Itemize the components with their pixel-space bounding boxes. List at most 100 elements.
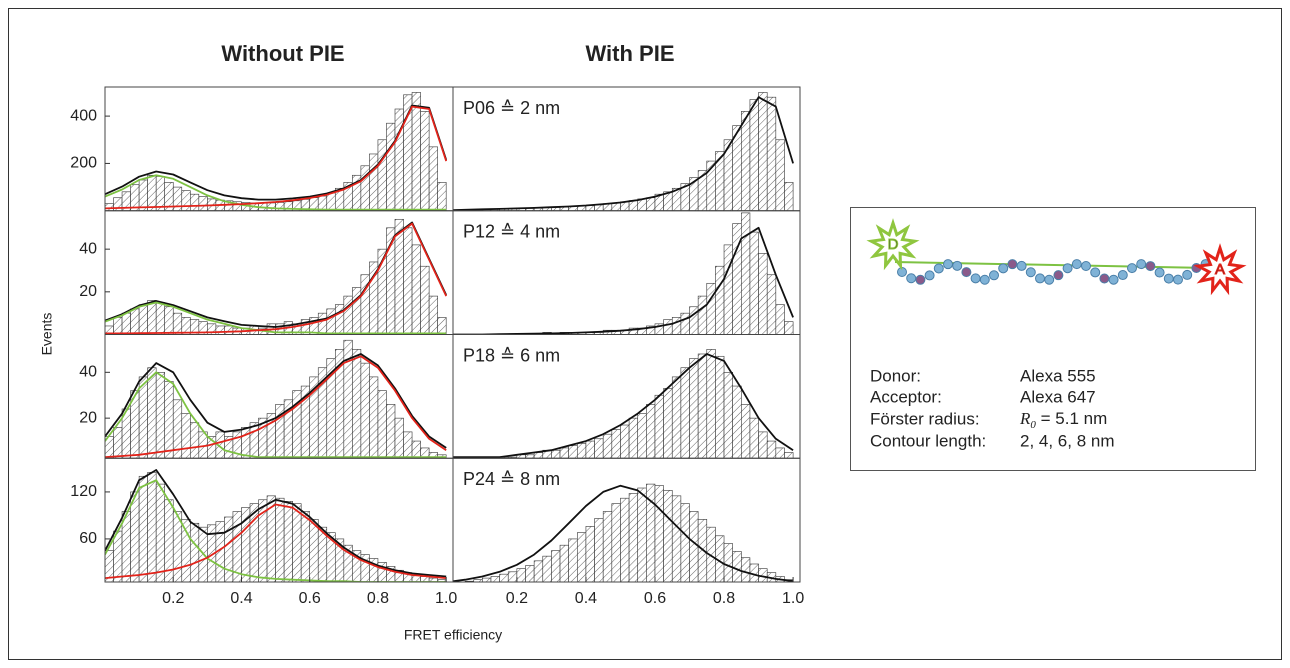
bar (130, 308, 140, 335)
bar (138, 304, 148, 335)
bar (611, 202, 621, 211)
fit-curve (105, 174, 447, 211)
bar (628, 493, 639, 582)
bar (602, 433, 613, 459)
bar (215, 325, 225, 335)
bar (369, 376, 379, 459)
legend-label: Donor: (870, 366, 921, 385)
histogram-panel (453, 92, 794, 211)
atom (952, 260, 963, 271)
bar (172, 312, 183, 335)
bar (715, 151, 725, 211)
atom (1081, 260, 1091, 271)
bar (533, 560, 544, 582)
bar (671, 376, 682, 459)
bar (266, 202, 276, 211)
x-tick-label: 0.6 (299, 590, 321, 607)
bar (507, 571, 518, 582)
legend-value: 2, 4, 6, 8 nm (1020, 431, 1115, 450)
bar (138, 179, 148, 211)
bar (706, 349, 716, 459)
bar (741, 557, 751, 582)
bar (317, 195, 328, 211)
bar (403, 94, 413, 211)
bar (758, 431, 768, 459)
legend-label: Acceptor: (870, 387, 942, 406)
x-tick-label: 0.8 (713, 590, 735, 607)
bar (680, 367, 690, 459)
bar (741, 212, 751, 335)
x-tick-label: 0.2 (162, 590, 184, 607)
bar (403, 227, 413, 335)
bar (411, 244, 421, 335)
histogram-panel (453, 349, 794, 459)
acceptor-star (1193, 243, 1247, 296)
fit-curve (105, 371, 447, 459)
histogram-panel (105, 469, 447, 582)
bar (680, 312, 690, 335)
legend-value: Alexa 647 (1020, 387, 1096, 406)
atom (1173, 274, 1183, 285)
bar (352, 349, 362, 459)
bar (723, 543, 733, 582)
bar (499, 573, 509, 582)
bar (646, 197, 656, 211)
bar (715, 355, 725, 459)
x-tick-label: 0.2 (506, 590, 528, 607)
atom (933, 263, 944, 274)
y-tick-label: 200 (70, 155, 97, 172)
bar (551, 449, 561, 459)
bar (482, 577, 492, 582)
bar (113, 530, 123, 582)
bar (620, 424, 630, 459)
bar (147, 174, 157, 211)
donor-star (866, 218, 920, 271)
bar (147, 367, 157, 459)
bar (663, 319, 673, 335)
bar (533, 452, 544, 459)
panel-frame (452, 457, 801, 583)
legend-frame (850, 207, 1256, 471)
bar (317, 312, 328, 335)
annotation: P24 ≙ 8 nm (463, 469, 560, 489)
bar (663, 490, 673, 582)
bar (585, 440, 595, 459)
histogram-panel (453, 483, 794, 582)
atom (1163, 273, 1174, 284)
bar (732, 385, 742, 459)
bar (377, 390, 387, 459)
bar (241, 427, 251, 459)
donor-mark: D (888, 236, 899, 253)
bar (138, 376, 148, 459)
bar (585, 526, 595, 582)
figure-border (8, 8, 1282, 660)
bar (249, 422, 259, 459)
bar (155, 176, 166, 211)
fit-curve (453, 96, 794, 211)
atom (924, 270, 935, 281)
fit-curve (105, 479, 447, 582)
bar (198, 196, 208, 211)
bar (654, 485, 664, 582)
atom (979, 274, 990, 285)
atom (915, 274, 926, 285)
atom (1035, 273, 1045, 284)
acceptor-mark: A (1215, 261, 1225, 278)
bar (147, 472, 157, 582)
bar (775, 139, 785, 211)
bar (155, 483, 166, 582)
atom (1044, 274, 1055, 285)
bar (403, 431, 413, 459)
bar (637, 487, 647, 582)
bar (181, 190, 191, 211)
bar (283, 501, 293, 582)
bar (732, 551, 742, 582)
bar (275, 497, 285, 582)
atom (1090, 267, 1101, 278)
y-axis-label: Events (39, 313, 55, 356)
bar (105, 203, 114, 211)
bar (602, 511, 613, 582)
bar (155, 302, 166, 335)
bar (428, 295, 438, 335)
y-tick-label: 20 (79, 409, 97, 426)
